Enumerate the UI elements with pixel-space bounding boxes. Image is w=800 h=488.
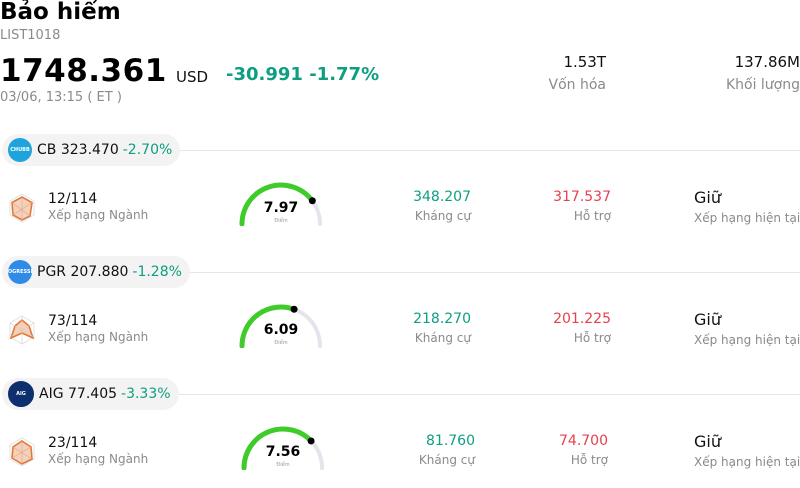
rating-label: Xếp hạng hiện tại xyxy=(694,211,800,225)
rating-label: Xếp hạng hiện tại xyxy=(694,455,800,469)
volume-value: 137.86M xyxy=(734,53,800,71)
ticker-symbol: PGR xyxy=(37,264,67,280)
ticker-pill[interactable]: PROGRESSIVE PGR 207.880-1.28% xyxy=(2,256,190,288)
industry-rank-icon xyxy=(9,437,35,467)
resistance-value: 218.270 xyxy=(413,311,471,327)
row-divider xyxy=(176,150,800,151)
rating-value: Giữ xyxy=(694,432,721,451)
ticker-change: -3.33% xyxy=(121,386,171,402)
industry-rank-value: 73/114 xyxy=(48,313,98,329)
support-value: 74.700 xyxy=(559,433,608,449)
ticker-price: 207.880 xyxy=(70,264,129,280)
index-code: LIST1018 xyxy=(0,28,61,43)
index-price: 1748.361 xyxy=(0,53,167,89)
score-value: 7.97 xyxy=(263,200,299,216)
rating-value: Giữ xyxy=(694,310,721,329)
industry-rank-label: Xếp hạng Ngành xyxy=(48,452,149,466)
score-value: 6.09 xyxy=(263,322,299,338)
price-change: -30.991 -1.77% xyxy=(226,64,380,85)
score-label: Điểm xyxy=(274,218,288,224)
industry-rank-value: 23/114 xyxy=(48,435,98,451)
row-divider xyxy=(176,272,800,273)
market-cap-value: 1.53T xyxy=(563,53,606,71)
volume-label: Khối lượng xyxy=(725,77,800,93)
gauge-fill xyxy=(239,182,315,226)
score-gauge xyxy=(241,426,324,470)
company-logo-icon: CHUBB xyxy=(8,138,32,162)
resistance-value: 81.760 xyxy=(426,433,475,449)
gauge-fill xyxy=(239,304,297,348)
gauge-marker xyxy=(308,197,316,205)
industry-rank-icon xyxy=(9,193,35,223)
timestamp: 03/06, 13:15 ( ET ) xyxy=(0,90,122,105)
ticker-price: 77.405 xyxy=(68,386,118,402)
ticker-change: -1.28% xyxy=(132,264,182,280)
support-value: 317.537 xyxy=(553,189,611,205)
ticker-symbol: CB xyxy=(37,142,57,158)
score-label: Điểm xyxy=(276,462,290,468)
support-label: Hỗ trợ xyxy=(570,453,608,467)
gauge-marker xyxy=(290,305,298,313)
ticker-change: -2.70% xyxy=(122,142,173,158)
score-gauge xyxy=(239,304,322,348)
industry-rank-label: Xếp hạng Ngành xyxy=(48,330,149,344)
page-title: Bảo hiểm xyxy=(0,0,121,25)
row-divider xyxy=(176,394,800,395)
resistance-value: 348.207 xyxy=(413,189,471,205)
score-gauge xyxy=(239,182,322,226)
support-value: 201.225 xyxy=(553,311,611,327)
market-cap-label: Vốn hóa xyxy=(548,77,606,93)
score-value: 7.56 xyxy=(265,444,301,460)
company-logo-icon: AIG xyxy=(8,381,34,407)
gauge-fill xyxy=(241,426,314,470)
ticker-pill[interactable]: CHUBB CB 323.470 -2.70% xyxy=(2,134,181,166)
currency-label: USD xyxy=(176,68,209,86)
resistance-label: Kháng cự xyxy=(418,453,475,467)
industry-rank-label: Xếp hạng Ngành xyxy=(48,208,149,222)
ticker-price: 323.470 xyxy=(60,142,119,158)
gauge-marker xyxy=(307,437,315,445)
support-label: Hỗ trợ xyxy=(573,331,611,345)
ticker-pill[interactable]: AIG AIG 77.405 -3.33% xyxy=(2,378,179,410)
rating-label: Xếp hạng hiện tại xyxy=(694,333,800,347)
support-label: Hỗ trợ xyxy=(573,209,611,223)
resistance-label: Kháng cự xyxy=(414,209,471,223)
industry-rank-value: 12/114 xyxy=(48,191,98,207)
ticker-symbol: AIG xyxy=(39,386,64,402)
company-logo-icon: PROGRESSIVE xyxy=(8,260,32,284)
resistance-label: Kháng cự xyxy=(414,331,471,345)
industry-rank-icon xyxy=(9,315,35,345)
score-label: Điểm xyxy=(274,340,288,346)
rating-value: Giữ xyxy=(694,188,721,207)
